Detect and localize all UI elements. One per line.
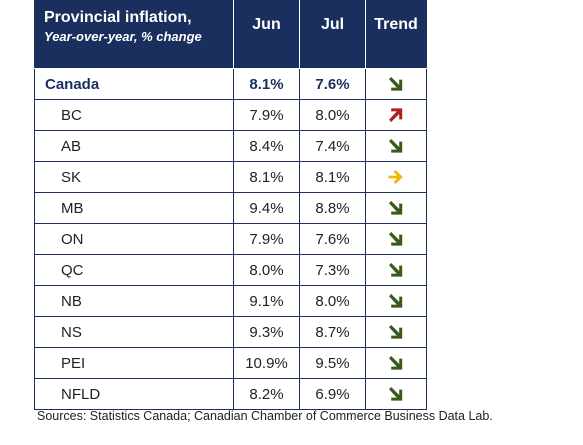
table-body: Canada 8.1% 7.6% BC 7.9% 8.0% AB 8.4% 7.4% SK 8.1%… (34, 68, 427, 410)
arrow-right-icon (366, 169, 426, 185)
jul-value: 6.9% (299, 378, 366, 410)
jun-value: 9.3% (233, 316, 300, 348)
table-title-cell: Provincial inflation, Year-over-year, % … (34, 0, 234, 69)
trend-cell (365, 130, 427, 162)
inflation-table-wrap: Provincial inflation, Year-over-year, % … (34, 0, 427, 410)
jun-value: 9.4% (233, 192, 300, 224)
arrow-down-right-icon (366, 200, 426, 216)
jun-value: 7.9% (233, 99, 300, 131)
jun-value: 8.1% (233, 161, 300, 193)
jun-value: 8.0% (233, 254, 300, 286)
table-row: NS 9.3% 8.7% (34, 316, 427, 348)
table-row: SK 8.1% 8.1% (34, 161, 427, 193)
jul-value: 8.1% (299, 161, 366, 193)
arrow-down-right-icon (366, 231, 426, 247)
arrow-down-right-icon (366, 76, 426, 92)
trend-cell (365, 99, 427, 131)
trend-cell (365, 285, 427, 317)
table-row: NFLD 8.2% 6.9% (34, 378, 427, 410)
trend-cell (365, 192, 427, 224)
chart-subtitle: Year-over-year, % change (44, 29, 202, 44)
table-row: MB 9.4% 8.8% (34, 192, 427, 224)
source-note: Sources: Statistics Canada; Canadian Cha… (37, 409, 493, 423)
jul-value: 7.3% (299, 254, 366, 286)
region-label: SK (34, 161, 234, 193)
arrow-down-right-icon (366, 324, 426, 340)
trend-cell (365, 223, 427, 255)
column-header-jun: Jun (233, 0, 300, 69)
region-label: MB (34, 192, 234, 224)
region-label: ON (34, 223, 234, 255)
table-row: QC 8.0% 7.3% (34, 254, 427, 286)
table-row: Canada 8.1% 7.6% (34, 68, 427, 100)
jun-value: 7.9% (233, 223, 300, 255)
region-label: NS (34, 316, 234, 348)
trend-cell (365, 68, 427, 100)
jul-value: 7.6% (299, 223, 366, 255)
jun-value: 10.9% (233, 347, 300, 379)
arrow-down-right-icon (366, 386, 426, 402)
jul-value: 8.7% (299, 316, 366, 348)
arrow-up-right-icon (366, 107, 426, 123)
arrow-down-right-icon (366, 293, 426, 309)
trend-cell (365, 316, 427, 348)
trend-cell (365, 347, 427, 379)
jun-value: 9.1% (233, 285, 300, 317)
region-label: NB (34, 285, 234, 317)
arrow-down-right-icon (366, 138, 426, 154)
table-header-row: Provincial inflation, Year-over-year, % … (34, 0, 427, 69)
arrow-down-right-icon (366, 262, 426, 278)
inflation-table: Provincial inflation, Year-over-year, % … (34, 0, 427, 410)
jul-value: 8.0% (299, 99, 366, 131)
jul-value: 8.8% (299, 192, 366, 224)
trend-cell (365, 254, 427, 286)
column-header-jul: Jul (299, 0, 366, 69)
region-label: NFLD (34, 378, 234, 410)
region-label: AB (34, 130, 234, 162)
chart-title: Provincial inflation, (44, 9, 192, 26)
jul-value: 8.0% (299, 285, 366, 317)
region-label: QC (34, 254, 234, 286)
jun-value: 8.4% (233, 130, 300, 162)
table-row: BC 7.9% 8.0% (34, 99, 427, 131)
table-row: AB 8.4% 7.4% (34, 130, 427, 162)
trend-cell (365, 378, 427, 410)
jul-value: 7.6% (299, 68, 366, 100)
region-label: Canada (34, 68, 234, 100)
column-header-trend: Trend (365, 0, 427, 69)
table-row: ON 7.9% 7.6% (34, 223, 427, 255)
jun-value: 8.2% (233, 378, 300, 410)
table-row: PEI 10.9% 9.5% (34, 347, 427, 379)
jul-value: 9.5% (299, 347, 366, 379)
table-row: NB 9.1% 8.0% (34, 285, 427, 317)
region-label: PEI (34, 347, 234, 379)
trend-cell (365, 161, 427, 193)
jun-value: 8.1% (233, 68, 300, 100)
jul-value: 7.4% (299, 130, 366, 162)
region-label: BC (34, 99, 234, 131)
arrow-down-right-icon (366, 355, 426, 371)
